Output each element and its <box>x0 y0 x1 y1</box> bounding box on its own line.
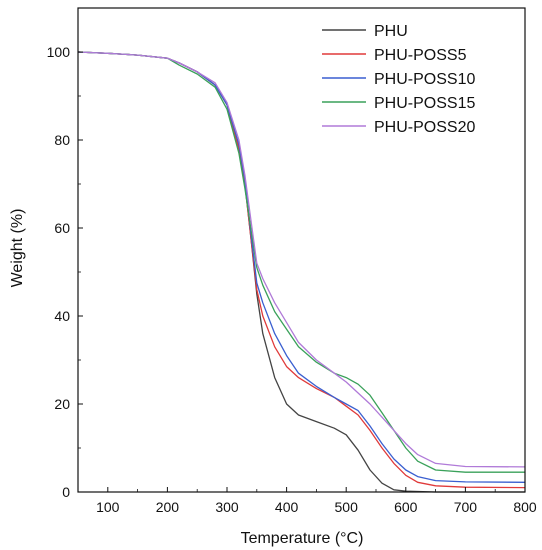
y-tick-label: 80 <box>54 132 70 148</box>
x-tick-label: 200 <box>156 499 180 515</box>
series-line-0 <box>77 51 525 493</box>
plot-area <box>77 51 526 493</box>
plot-frame <box>77 7 526 493</box>
y-tick-label: 60 <box>54 220 70 236</box>
series-line-4 <box>77 51 526 468</box>
legend-label: PHU-POSS15 <box>374 95 475 112</box>
x-tick-label: 400 <box>275 499 299 515</box>
x-tick-label: 500 <box>335 499 359 515</box>
x-tick-label: 700 <box>454 499 478 515</box>
series-line-1 <box>77 51 526 489</box>
x-tick-label: 100 <box>96 499 120 515</box>
x-tick-label: 600 <box>394 499 418 515</box>
y-tick-label: 20 <box>54 396 70 412</box>
axes: 100 200 300 400 500 600 700 800 0 20 40 60 80 100 <box>47 7 537 515</box>
y-tick-label: 0 <box>62 484 70 500</box>
legend-label: PHU-POSS20 <box>374 119 475 136</box>
legend-label: PHU <box>374 23 408 40</box>
legend-label: PHU-POSS5 <box>374 47 467 64</box>
y-axis-title: Weight (%) <box>9 209 26 288</box>
series-line-3 <box>77 51 525 473</box>
x-axis-title: Temperature (°C) <box>241 530 364 547</box>
series-line-2 <box>77 51 526 483</box>
legend-label: PHU-POSS10 <box>374 71 475 88</box>
x-tick-label: 300 <box>215 499 239 515</box>
x-tick-label: 800 <box>513 499 537 515</box>
legend: PHU PHU-POSS5 PHU-POSS10 PHU-POSS15 PHU-POSS… <box>322 23 475 136</box>
y-tick-label: 100 <box>47 44 71 60</box>
y-tick-label: 40 <box>54 308 70 324</box>
